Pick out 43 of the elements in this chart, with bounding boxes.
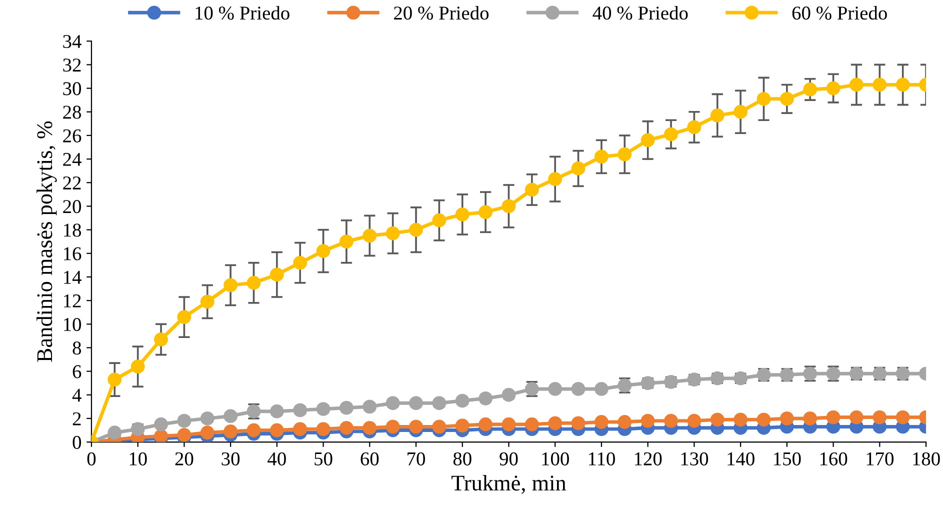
- x-tick-label: 140: [728, 452, 754, 466]
- y-tick-label: 22: [63, 176, 81, 190]
- x-tick-label: 0: [87, 452, 96, 466]
- y-tick-label: 12: [64, 294, 81, 308]
- x-tick-label: 70: [408, 452, 425, 466]
- y-tick-label: 14: [64, 270, 82, 284]
- y-tick-label: 4: [72, 388, 82, 402]
- y-tick-label: 16: [64, 247, 82, 260]
- x-tick-label: 110: [588, 452, 615, 466]
- x-tick-label: 180: [913, 452, 940, 466]
- y-tick-label: 2: [72, 412, 81, 426]
- y-tick-label: 30: [63, 82, 82, 96]
- x-axis-title: Trukmė, min: [452, 474, 566, 494]
- y-tick-label: 6: [72, 365, 82, 378]
- x-tick-label: 100: [542, 452, 569, 466]
- y-tick-label: 18: [64, 224, 82, 237]
- x-tick-label: 90: [500, 452, 518, 466]
- y-tick-label: 26: [63, 129, 82, 142]
- x-tick-label: 60: [360, 452, 379, 466]
- legend-label: 60 % Priedo: [792, 6, 887, 20]
- x-tick-label: 120: [634, 452, 662, 466]
- x-tick-label: 80: [453, 452, 472, 466]
- y-tick-label: 34: [63, 34, 82, 48]
- x-tick-label: 130: [681, 452, 708, 466]
- y-tick-label: 28: [63, 106, 82, 119]
- x-tick-label: 20: [175, 452, 194, 466]
- y-tick-label: 20: [63, 200, 82, 214]
- y-tick-label: 32: [63, 58, 81, 72]
- x-tick-label: 150: [774, 452, 801, 466]
- y-tick-label: 24: [63, 152, 82, 166]
- x-tick-label: 40: [268, 452, 286, 466]
- y-tick-label: 10: [64, 318, 82, 332]
- legend-label: 20 % Priedo: [394, 6, 489, 20]
- y-axis-title: Bandinio masės pokytis, %: [36, 121, 57, 362]
- x-tick-label: 170: [866, 452, 894, 466]
- x-tick-label: 30: [222, 452, 240, 466]
- legend-label: 40 % Priedo: [592, 6, 688, 20]
- x-tick-label: 50: [314, 452, 332, 466]
- legend-label: 10 % Priedo: [196, 6, 290, 20]
- x-tick-label: 10: [130, 452, 147, 466]
- x-tick-label: 160: [820, 452, 848, 466]
- y-tick-label: 0: [72, 436, 82, 449]
- y-tick-label: 8: [72, 342, 82, 355]
